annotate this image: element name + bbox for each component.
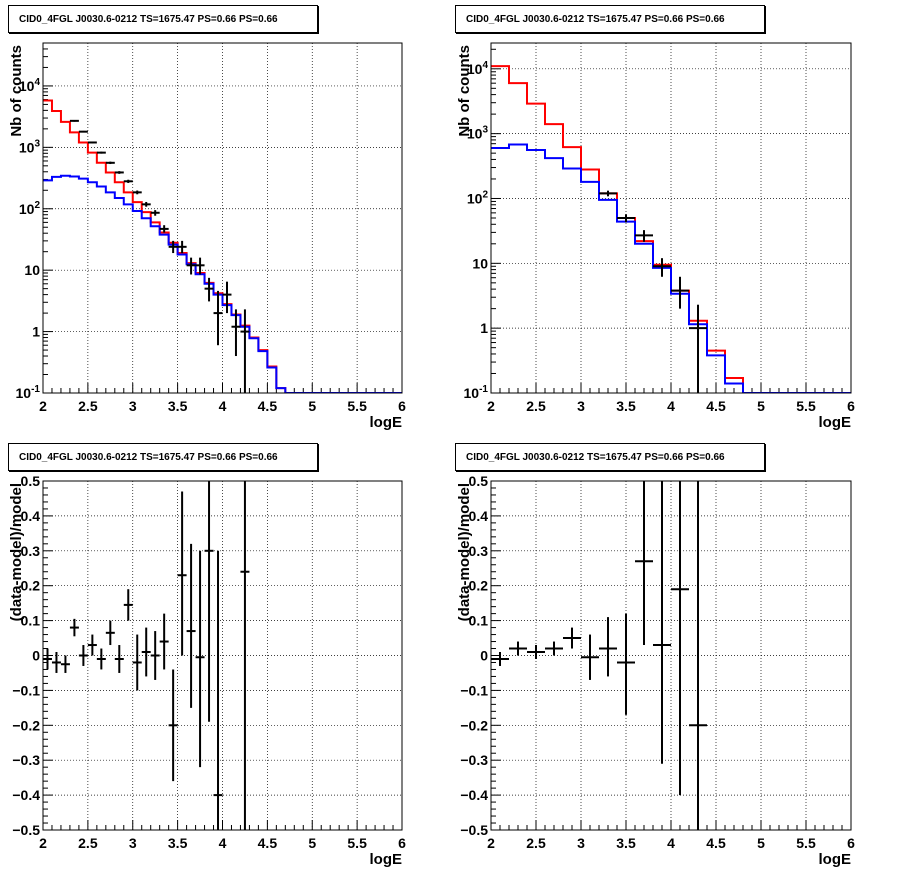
panel-3: 2 2.5 3 3.5 4 4.5 5 5.5 6 −0.5 −0.4 −0.3 −0.2 −0.1 0 0.… (8, 473, 406, 868)
x-tick-label: 3.5 (616, 835, 636, 851)
series-group (491, 481, 707, 830)
x-tick-label: 5.5 (796, 835, 816, 851)
x-tick-label: 2 (487, 835, 495, 851)
y-tick-label: 0.5 (469, 473, 489, 489)
x-tick-label: 2.5 (526, 398, 546, 414)
y-tick-label: 0.3 (469, 543, 489, 559)
y-tick-label: 0.3 (21, 543, 41, 559)
panel-4-title: CID0_4FGL J0030.6-0212 TS=1675.47 PS=0.6… (455, 443, 765, 471)
y-tick-label: −0.3 (12, 752, 40, 768)
x-tick-label: 4.5 (706, 398, 726, 414)
panel-3-title: CID0_4FGL J0030.6-0212 TS=1675.47 PS=0.6… (8, 443, 318, 471)
x-axis-title: logE (819, 851, 852, 868)
y-tick-label: 10-1 (16, 384, 41, 401)
panel-2: 2 2.5 3 3.5 4 4.5 5 5.5 6 10-1 1 10 102 103 104 logE Nb … (456, 42, 855, 431)
y-tick-label: 104 (19, 77, 41, 94)
panel-4: 2 2.5 3 3.5 4 4.5 5 5.5 6 −0.5 −0.4 −0.3 −0.2 −0.1 0 0.… (456, 473, 855, 868)
y-tick-label: −0.4 (460, 787, 488, 803)
x-tick-label: 5 (308, 835, 316, 851)
x-tick-label: 3 (577, 835, 585, 851)
y-tick-label: 10-1 (464, 384, 489, 401)
y-tick-label: 0.2 (469, 578, 489, 594)
y-tick-label: 0.4 (21, 508, 41, 524)
y-tick-label: −0.5 (460, 822, 488, 838)
y-tick-label: −0.2 (12, 717, 40, 733)
panel-1: 2 2.5 3 3.5 4 4.5 5 5.5 6 10-1 1 10 102 103 104 logE Nb … (8, 42, 406, 431)
series-group (43, 99, 402, 393)
x-tick-label: 6 (398, 835, 406, 851)
x-tick-label: 2 (39, 835, 47, 851)
y-tick-label: 0.1 (21, 613, 41, 629)
y-tick-label: 103 (19, 138, 41, 155)
y-tick-label: 0 (32, 648, 40, 664)
x-tick-label: 4 (219, 835, 227, 851)
y-tick-label: −0.4 (12, 787, 40, 803)
x-axis-title: logE (370, 414, 403, 431)
plot-frame (490, 480, 852, 831)
plot-frame (42, 480, 403, 831)
y-tick-label: −0.1 (12, 682, 40, 698)
x-tick-label: 4.5 (706, 835, 726, 851)
x-tick-label: 3 (129, 398, 137, 414)
x-tick-label: 3.5 (168, 398, 188, 414)
x-tick-label: 4.5 (258, 835, 278, 851)
x-tick-label: 4.5 (258, 398, 278, 414)
y-axis-title: (data-model)/model (456, 483, 473, 621)
y-tick-label: 10 (472, 255, 488, 271)
y-tick-label: 0.2 (21, 578, 41, 594)
y-tick-label: 0.5 (21, 473, 41, 489)
y-tick-label: 1 (480, 320, 488, 336)
x-tick-label: 5 (757, 835, 765, 851)
y-tick-label: 102 (19, 200, 41, 217)
series-group (491, 65, 851, 393)
panel-2-title: CID0_4FGL J0030.6-0212 TS=1675.47 PS=0.6… (455, 5, 765, 33)
x-tick-label: 3.5 (616, 398, 636, 414)
y-tick-label: −0.1 (460, 682, 488, 698)
plot-frame (42, 42, 403, 394)
x-tick-label: 5 (308, 398, 316, 414)
y-tick-label: 0.1 (469, 613, 489, 629)
y-axis-title: Nb of counts (8, 45, 25, 137)
x-tick-label: 5.5 (796, 398, 816, 414)
y-tick-label: −0.3 (460, 752, 488, 768)
y-tick-label: 1 (32, 324, 40, 340)
series-group (43, 481, 250, 830)
y-tick-label: 102 (467, 189, 489, 206)
x-tick-label: 4 (667, 398, 675, 414)
x-axis-title: logE (819, 414, 852, 431)
x-tick-label: 3 (577, 398, 585, 414)
x-tick-label: 3.5 (168, 835, 188, 851)
y-tick-label: 103 (467, 125, 489, 142)
x-tick-label: 6 (398, 398, 406, 414)
x-tick-label: 5.5 (347, 835, 367, 851)
x-tick-label: 2.5 (526, 835, 546, 851)
y-tick-label: 104 (467, 60, 489, 77)
x-tick-label: 4 (219, 398, 227, 414)
panel-1-title: CID0_4FGL J0030.6-0212 TS=1675.47 PS=0.6… (8, 5, 318, 33)
model-histogram-total (491, 65, 851, 393)
plot-frame (490, 42, 852, 394)
y-tick-label: 10 (24, 262, 40, 278)
x-tick-label: 5 (757, 398, 765, 414)
x-tick-label: 2 (39, 398, 47, 414)
x-tick-label: 2.5 (78, 835, 98, 851)
x-tick-label: 4 (667, 835, 675, 851)
model-histogram-source (491, 143, 851, 393)
y-tick-label: −0.2 (460, 717, 488, 733)
y-axis-title: (data-model)/model (8, 483, 25, 621)
model-histogram-source (43, 174, 402, 393)
x-tick-label: 2 (487, 398, 495, 414)
y-tick-label: 0.4 (469, 508, 489, 524)
x-tick-label: 3 (129, 835, 137, 851)
y-axis-title: Nb of counts (456, 45, 473, 137)
x-tick-label: 6 (847, 835, 855, 851)
x-tick-label: 2.5 (78, 398, 98, 414)
x-tick-label: 6 (847, 398, 855, 414)
x-axis-title: logE (370, 851, 403, 868)
x-tick-label: 5.5 (347, 398, 367, 414)
y-tick-label: −0.5 (12, 822, 40, 838)
y-tick-label: 0 (480, 648, 488, 664)
